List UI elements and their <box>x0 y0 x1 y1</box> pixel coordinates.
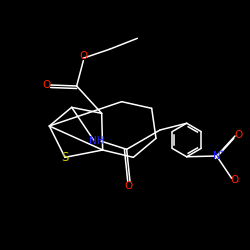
Text: NH: NH <box>89 136 104 146</box>
Text: O: O <box>231 174 239 184</box>
Text: N: N <box>213 151 220 161</box>
Text: O: O <box>124 181 133 191</box>
Text: O: O <box>79 52 88 62</box>
Text: S: S <box>61 151 69 164</box>
Text: ⁻: ⁻ <box>236 178 240 187</box>
Text: +: + <box>218 149 224 155</box>
Text: O: O <box>234 130 242 140</box>
Text: O: O <box>42 80 50 90</box>
